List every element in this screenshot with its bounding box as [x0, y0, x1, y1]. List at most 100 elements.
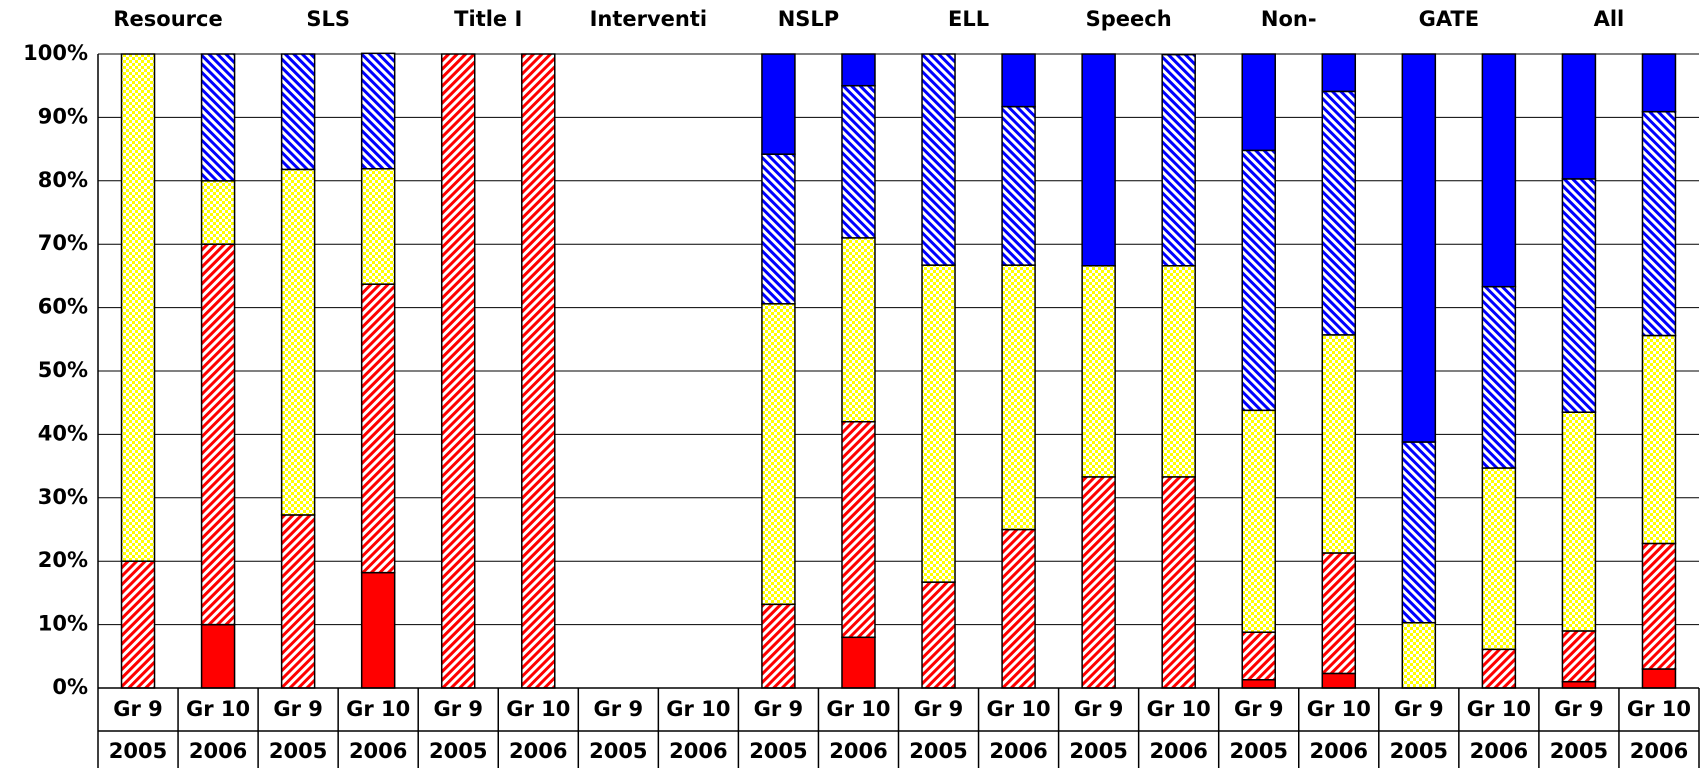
x-tick-label: Gr 10	[826, 697, 890, 721]
bar-segment	[200, 243, 236, 626]
x-tick-label: Gr 9	[1234, 697, 1284, 721]
bar-segment	[1081, 476, 1116, 689]
group-label: Interventi	[590, 7, 708, 31]
x-tick-label: 2005	[589, 739, 647, 763]
group-label: GATE	[1419, 7, 1480, 31]
y-tick-label: 20%	[38, 548, 88, 572]
x-tick-label: Gr 9	[754, 697, 804, 721]
bar-segment	[1161, 265, 1196, 478]
bar-segment	[1241, 679, 1276, 689]
bar-segment	[521, 53, 556, 689]
x-tick-label: Gr 10	[506, 697, 570, 721]
x-tick-label: Gr 9	[1394, 697, 1444, 721]
bar-segment	[1001, 264, 1036, 531]
x-tick-label: 2005	[109, 739, 167, 763]
x-tick-label: 2005	[1390, 739, 1448, 763]
bar-segment	[1641, 53, 1677, 113]
y-tick-label: 10%	[38, 612, 88, 636]
bar-segment	[761, 153, 796, 305]
bar-segment	[1401, 441, 1437, 624]
x-tick-label: 2006	[1470, 739, 1528, 763]
x-tick-label: Gr 9	[594, 697, 644, 721]
x-tick-label: 2005	[1550, 739, 1608, 763]
bar-segment	[761, 603, 796, 689]
bar-segment	[1241, 409, 1276, 633]
bar-segment	[1001, 105, 1036, 266]
x-tick-label: Gr 9	[433, 697, 483, 721]
bar-segment	[1401, 53, 1437, 443]
bar-segment	[1241, 149, 1276, 412]
x-tick-label: 2005	[269, 739, 327, 763]
x-tick-label: 2006	[349, 739, 407, 763]
bar-segment	[1641, 542, 1677, 670]
y-tick-label: 0%	[52, 675, 88, 699]
bar-segment	[761, 53, 796, 155]
bar-segment	[1321, 53, 1357, 93]
y-tick-label: 30%	[38, 485, 88, 509]
x-tick-label: 2006	[829, 739, 887, 763]
group-label: SLS	[306, 7, 350, 31]
bar-segment	[1641, 110, 1677, 337]
group-label: ELL	[948, 7, 989, 31]
bar-segment	[1561, 178, 1597, 413]
bar-segment	[1241, 631, 1276, 681]
bar-segment	[841, 84, 876, 239]
bar-segment	[120, 53, 156, 562]
bar-segment	[1561, 53, 1597, 180]
y-tick-label: 80%	[38, 168, 88, 192]
bar-segment	[1481, 53, 1517, 288]
x-tick-label: 2006	[189, 739, 247, 763]
x-tick-label: 2005	[429, 739, 487, 763]
bar-segment	[200, 180, 236, 245]
bar-segment	[200, 623, 236, 689]
x-tick-label: Gr 9	[113, 697, 163, 721]
bar-segment	[1161, 476, 1196, 689]
x-tick-label: Gr 9	[1074, 697, 1124, 721]
x-tick-label: 2005	[749, 739, 807, 763]
y-tick-label: 100%	[23, 41, 88, 65]
bar-segment	[360, 168, 396, 285]
bar-segment	[1561, 411, 1597, 632]
x-tick-label: Gr 9	[914, 697, 964, 721]
bar-segment	[280, 168, 316, 516]
bar-segment	[360, 283, 396, 574]
x-tick-label: 2006	[669, 739, 727, 763]
y-tick-label: 70%	[38, 231, 88, 255]
bar-segment	[120, 560, 156, 689]
y-tick-label: 90%	[38, 104, 88, 128]
bar-segment	[1001, 528, 1036, 689]
x-tick-label: 2006	[509, 739, 567, 763]
y-tick-label: 50%	[38, 358, 88, 382]
bar-segment	[1321, 90, 1357, 336]
bar-segment	[841, 420, 876, 639]
bar-segment	[841, 636, 876, 689]
x-tick-label: 2006	[989, 739, 1047, 763]
bar-segment	[921, 53, 956, 266]
x-tick-label: 2005	[909, 739, 967, 763]
bar-segment	[1321, 334, 1357, 554]
bar-segment	[1081, 53, 1116, 267]
bar-segment	[1161, 53, 1196, 267]
x-tick-label: Gr 9	[273, 697, 323, 721]
bar-segment	[1481, 467, 1517, 651]
bar-segment	[841, 53, 876, 87]
x-tick-label: Gr 10	[666, 697, 730, 721]
y-tick-label: 60%	[38, 295, 88, 319]
bar-segment	[360, 571, 396, 689]
bar-segment	[1241, 53, 1276, 152]
bar-segment	[1561, 630, 1597, 683]
x-tick-label: 2005	[1229, 739, 1287, 763]
bar-segment	[1481, 285, 1517, 469]
bar-segment	[280, 514, 316, 689]
bar-segment	[1641, 668, 1677, 689]
group-label: NSLP	[778, 7, 839, 31]
bar-segment	[1001, 53, 1036, 108]
x-tick-label: 2006	[1149, 739, 1207, 763]
bar-segment	[1081, 265, 1116, 478]
x-tick-label: Gr 9	[1554, 697, 1604, 721]
x-tick-label: 2006	[1630, 739, 1688, 763]
y-tick-label: 40%	[38, 421, 88, 445]
bar-segment	[200, 53, 236, 182]
x-tick-label: Gr 10	[186, 697, 250, 721]
bar-segment	[1481, 648, 1517, 689]
